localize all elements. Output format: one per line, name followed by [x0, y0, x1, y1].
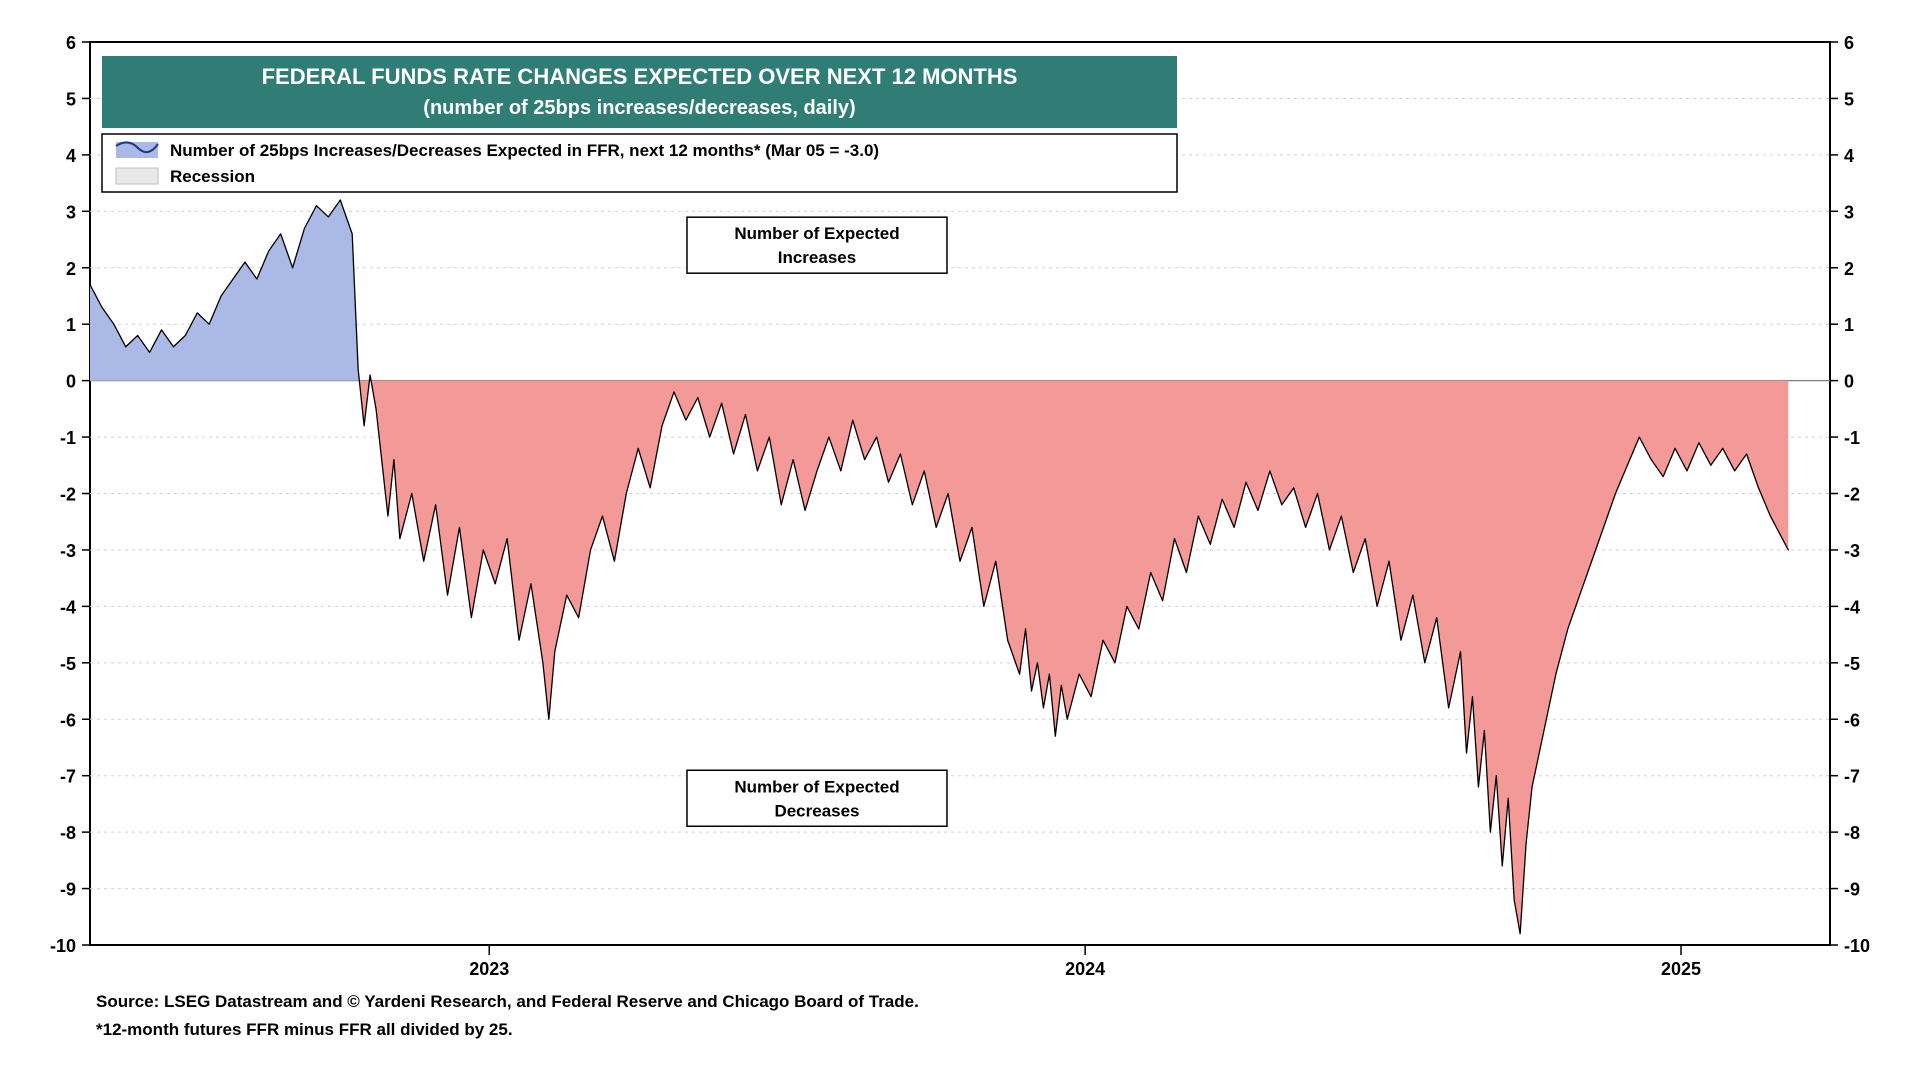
svg-text:-7: -7 [60, 767, 76, 787]
svg-text:-1: -1 [1844, 428, 1860, 448]
x-tick-label: 2025 [1661, 959, 1701, 979]
svg-text:4: 4 [66, 146, 76, 166]
svg-text:-6: -6 [60, 710, 76, 730]
svg-text:-2: -2 [60, 485, 76, 505]
svg-text:-9: -9 [1844, 880, 1860, 900]
svg-text:3: 3 [66, 202, 76, 222]
svg-text:-10: -10 [1844, 936, 1870, 956]
svg-text:-5: -5 [60, 654, 76, 674]
svg-text:2: 2 [66, 259, 76, 279]
annotation-increases-line1: Number of Expected [734, 224, 899, 243]
svg-text:-8: -8 [60, 823, 76, 843]
annotation-increases-line2: Increases [778, 248, 856, 267]
footer-line1: Source: LSEG Datastream and © Yardeni Re… [96, 992, 919, 1011]
svg-text:5: 5 [1844, 89, 1854, 109]
svg-text:-8: -8 [1844, 823, 1860, 843]
svg-text:2: 2 [1844, 259, 1854, 279]
annotation-decreases-line2: Decreases [774, 801, 859, 820]
svg-text:-10: -10 [50, 936, 76, 956]
chart-title-line1: FEDERAL FUNDS RATE CHANGES EXPECTED OVER… [262, 64, 1018, 89]
svg-text:-6: -6 [1844, 710, 1860, 730]
x-tick-label: 2023 [469, 959, 509, 979]
svg-text:-1: -1 [60, 428, 76, 448]
svg-text:5: 5 [66, 89, 76, 109]
svg-text:-4: -4 [60, 597, 76, 617]
svg-text:0: 0 [66, 372, 76, 392]
svg-text:0: 0 [1844, 372, 1854, 392]
svg-text:-2: -2 [1844, 485, 1860, 505]
annotation-decreases-line1: Number of Expected [734, 777, 899, 796]
svg-text:3: 3 [1844, 202, 1854, 222]
chart-title-line2: (number of 25bps increases/decreases, da… [423, 97, 855, 119]
svg-text:-5: -5 [1844, 654, 1860, 674]
chart-svg: -10-10-9-9-8-8-7-7-6-6-5-5-4-4-3-3-2-2-1… [30, 20, 1890, 1060]
x-tick-label: 2024 [1065, 959, 1105, 979]
svg-text:1: 1 [66, 315, 76, 335]
svg-text:6: 6 [66, 33, 76, 53]
svg-text:6: 6 [1844, 33, 1854, 53]
chart-container: -10-10-9-9-8-8-7-7-6-6-5-5-4-4-3-3-2-2-1… [30, 20, 1890, 1060]
svg-text:-9: -9 [60, 880, 76, 900]
svg-text:1: 1 [1844, 315, 1854, 335]
svg-text:-3: -3 [1844, 541, 1860, 561]
x-axis: 2023 2024 2025 [469, 945, 1701, 979]
legend-swatch-recession [116, 168, 158, 184]
legend-recession-label: Recession [170, 167, 255, 186]
legend-series-label: Number of 25bps Increases/Decreases Expe… [170, 141, 879, 160]
svg-text:-7: -7 [1844, 767, 1860, 787]
svg-text:-3: -3 [60, 541, 76, 561]
svg-text:-4: -4 [1844, 597, 1860, 617]
svg-text:4: 4 [1844, 146, 1854, 166]
footer-line2: *12-month futures FFR minus FFR all divi… [96, 1020, 513, 1039]
